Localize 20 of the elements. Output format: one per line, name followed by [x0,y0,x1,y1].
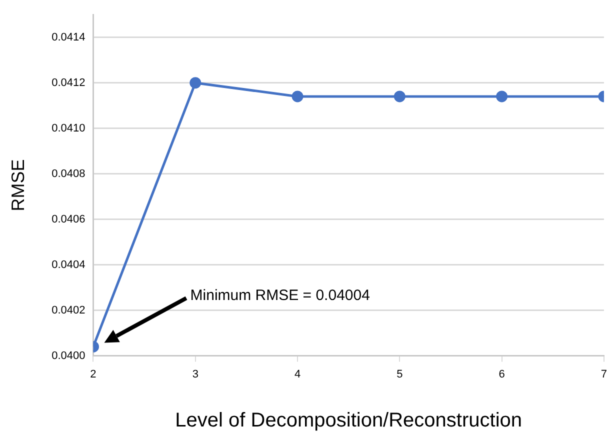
y-tick-label: 0.0402 [52,304,86,316]
x-axis-title: Level of Decomposition/Reconstruction [175,410,522,432]
x-tick-label: 4 [294,368,301,380]
point [190,77,202,89]
point [394,90,406,102]
point [292,90,304,102]
y-tick-label: 0.0414 [52,31,86,44]
y-tick-label: 0.0400 [52,350,86,362]
x-tick-label: 3 [192,368,198,380]
x-tick-label: 5 [396,368,403,380]
x-tick-label: 2 [90,368,96,380]
y-tick-label: 0.0404 [52,258,86,271]
x-tick-label: 6 [498,368,505,380]
annotation: Minimum RMSE = 0.04004 [190,287,370,304]
y-tick-label: 0.0412 [52,76,86,89]
y-tick-label: 0.0408 [52,168,86,180]
y-axis-title: RMSE [8,159,28,212]
y-tick-label: 0.0410 [52,122,86,134]
x-tick-label: 7 [600,368,608,380]
y-tick-label: 0.0406 [52,213,86,226]
